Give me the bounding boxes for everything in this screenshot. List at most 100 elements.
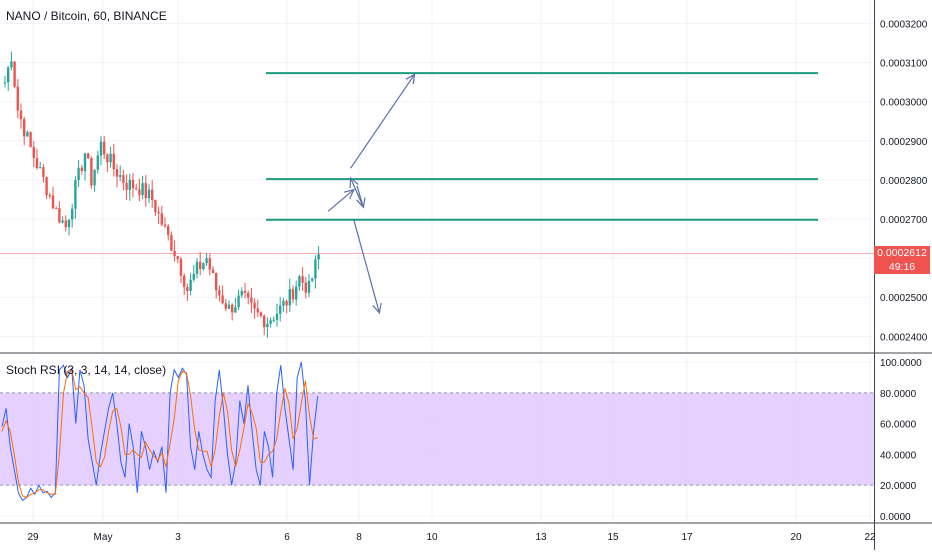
price-tick-label: 0.0002400 (880, 332, 928, 343)
candle-body (227, 304, 231, 309)
candle-body (13, 61, 16, 87)
candle-body (176, 256, 179, 260)
candle-body (48, 195, 51, 197)
candle-body (77, 167, 80, 181)
price-tick-label: 0.0003100 (880, 59, 928, 70)
candle-body (259, 312, 263, 316)
candle-body (109, 153, 112, 163)
bar-countdown-badge: 49:16 (874, 260, 930, 275)
stoch-tick-label: 40.0000 (880, 450, 917, 461)
candle-body (307, 280, 311, 293)
candle-body (39, 167, 42, 169)
candle-body (103, 141, 106, 155)
candle-body (122, 175, 125, 183)
stoch-tick-label: 100.0000 (880, 358, 922, 369)
arrow-shaft (327, 189, 355, 212)
candle-body (269, 320, 272, 324)
candle-body (199, 261, 202, 270)
candle-body (247, 292, 250, 298)
price-tick-label: 0.0002700 (880, 215, 928, 226)
candle-body (125, 182, 128, 190)
candle-body (234, 307, 237, 313)
candle-body (186, 286, 189, 291)
candle-body (275, 313, 279, 320)
stoch-tick-label: 20.0000 (880, 481, 917, 492)
candle-body (256, 308, 259, 313)
candle-body (304, 282, 307, 293)
candle-body (173, 250, 176, 257)
symbol-title: NANO / Bitcoin, 60, BINANCE (6, 9, 167, 23)
arrow-head (372, 302, 382, 315)
candle-body (83, 153, 87, 171)
candle-body (314, 259, 317, 279)
arrow-shaft (350, 177, 364, 208)
candle-body (7, 67, 10, 83)
candle-body (3, 82, 7, 84)
candle-body (74, 180, 77, 209)
time-tick-label: 10 (426, 532, 438, 543)
time-tick-label: 17 (681, 532, 693, 543)
price-tick-label: 0.0002800 (880, 176, 928, 187)
candle-body (295, 286, 298, 300)
candle-body (23, 119, 26, 137)
price-tick-label: 0.0002500 (880, 293, 928, 304)
time-tick-label: 29 (27, 532, 39, 543)
candle-body (311, 278, 314, 281)
arrow-head (356, 197, 366, 209)
candle-body (151, 189, 154, 200)
candle-body (141, 183, 144, 196)
candle-body (263, 315, 266, 328)
candle-body (71, 208, 74, 220)
candle-body (144, 183, 147, 199)
candle-body (253, 302, 256, 309)
candle-body (224, 303, 227, 309)
candle-body (61, 220, 64, 223)
candle-body (240, 290, 243, 296)
candle-body (218, 290, 221, 296)
candle-body (170, 234, 173, 251)
candle-body (288, 289, 291, 306)
candle-body (221, 295, 224, 304)
indicator-title: Stoch RSI (3, 3, 14, 14, close) (6, 363, 167, 377)
arrow-head (343, 188, 355, 200)
arrow-head (405, 73, 416, 85)
time-tick-label: 15 (607, 532, 619, 543)
candle-body (55, 208, 58, 210)
candle-body (211, 269, 215, 274)
candle-body (16, 86, 19, 111)
candle-body (285, 300, 288, 306)
candle-body (195, 261, 199, 274)
candle-body (154, 199, 157, 212)
candle-body (317, 254, 320, 260)
candle-body (282, 300, 285, 306)
candle-body (138, 189, 141, 196)
candle-body (157, 211, 160, 214)
candle-body (58, 208, 61, 223)
candle-body (32, 147, 35, 159)
stoch-tick-label: 60.0000 (880, 420, 917, 431)
candle-body (279, 305, 282, 314)
candle-body (291, 289, 295, 300)
arrow-head (349, 176, 359, 188)
time-tick-label: 22 (864, 532, 876, 543)
candle-body (301, 276, 304, 283)
candle-body (298, 276, 301, 287)
arrow-shaft (350, 73, 416, 169)
stoch-band (0, 392, 874, 486)
candle-body (35, 158, 39, 169)
arrow-shaft (353, 219, 380, 314)
candle-body (96, 155, 99, 170)
stoch-tick-label: 80.0000 (880, 389, 917, 400)
candle-body (215, 273, 218, 291)
time-tick-label: May (94, 532, 113, 543)
candle-body (205, 258, 208, 264)
candle-body (131, 179, 135, 189)
candle-body (128, 179, 131, 190)
price-tick-label: 0.0002900 (880, 137, 928, 148)
candle-body (167, 226, 170, 235)
candle-body (112, 153, 115, 170)
time-tick-label: 8 (356, 532, 362, 543)
candle-body (115, 169, 119, 177)
candle-body (183, 275, 186, 287)
